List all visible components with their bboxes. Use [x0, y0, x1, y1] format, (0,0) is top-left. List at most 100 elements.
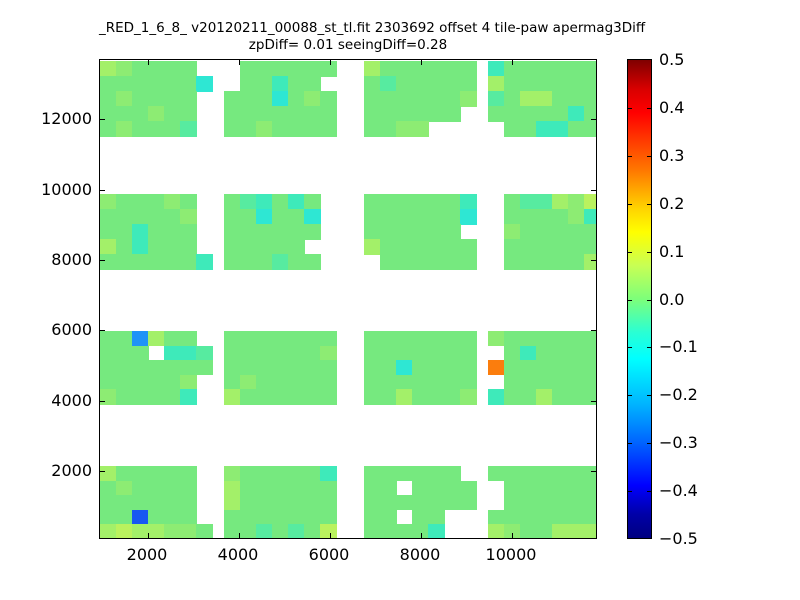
heatmap-cell — [396, 331, 413, 347]
heatmap-cell — [552, 495, 569, 511]
heatmap-cell — [272, 121, 289, 137]
heatmap-cell — [504, 509, 521, 525]
heatmap-cell — [272, 106, 289, 122]
heatmap-cell — [412, 76, 429, 92]
heatmap-cell — [320, 509, 337, 525]
heatmap-cell — [444, 224, 461, 240]
heatmap-cell — [224, 209, 241, 225]
heatmap-cell — [320, 360, 337, 376]
heatmap-cell — [224, 121, 241, 137]
heatmap-cell — [412, 254, 429, 270]
heatmap-cell — [180, 509, 197, 525]
heatmap-cell — [148, 91, 165, 107]
heatmap-cell — [116, 254, 133, 270]
heatmap-cell — [584, 106, 596, 122]
heatmap-cell — [536, 331, 553, 347]
heatmap-cell — [460, 194, 477, 210]
colorbar-tick — [628, 107, 632, 109]
heatmap-cell — [272, 194, 289, 210]
heatmap-cell — [180, 106, 197, 122]
heatmap-cell — [240, 345, 257, 361]
colorbar-tick — [628, 395, 632, 397]
heatmap-cell — [364, 495, 381, 511]
x-axis-tick — [512, 533, 513, 538]
heatmap-cell — [132, 254, 149, 270]
heatmap-cell — [100, 91, 117, 107]
heatmap-cell — [320, 495, 337, 511]
heatmap-cell — [488, 524, 505, 538]
heatmap-cell — [584, 121, 596, 137]
heatmap-cell — [116, 239, 133, 255]
colorbar-tick — [628, 203, 632, 205]
heatmap-cell — [164, 509, 181, 525]
heatmap-cell — [240, 121, 257, 137]
x-axis-tick — [239, 60, 240, 65]
y-axis-tick — [100, 401, 105, 402]
heatmap-cell — [240, 194, 257, 210]
heatmap-cell — [364, 61, 381, 77]
heatmap-cell — [460, 331, 477, 347]
chart-subtitle: zpDiff= 0.01 seeingDiff=0.28 — [248, 37, 448, 53]
heatmap-cell — [116, 76, 133, 92]
x-axis-tick-label: 8000 — [399, 545, 441, 564]
heatmap-cell — [320, 389, 337, 405]
heatmap-cell — [116, 466, 133, 482]
heatmap-cell — [224, 509, 241, 525]
heatmap-cell — [304, 121, 321, 137]
heatmap-cell — [132, 524, 149, 538]
heatmap-cell — [536, 374, 553, 390]
heatmap-cell — [224, 389, 241, 405]
heatmap-cell — [504, 254, 521, 270]
heatmap-cell — [132, 61, 149, 77]
heatmap-cell — [100, 389, 117, 405]
heatmap-cell — [256, 61, 273, 77]
heatmap-cell — [164, 61, 181, 77]
heatmap-cell — [320, 480, 337, 496]
heatmap-cell — [584, 524, 596, 538]
colorbar-tick-label: −0.1 — [659, 337, 698, 357]
heatmap-cell — [552, 194, 569, 210]
x-axis-tick-label: 2000 — [126, 545, 168, 564]
heatmap-cell — [504, 194, 521, 210]
heatmap-cell — [412, 374, 429, 390]
heatmap-cell — [412, 121, 429, 137]
y-axis-tick — [100, 260, 105, 261]
heatmap-cell — [536, 495, 553, 511]
heatmap-cell — [304, 194, 321, 210]
heatmap-cell — [116, 194, 133, 210]
heatmap-cell — [364, 374, 381, 390]
colorbar-tick — [647, 107, 651, 109]
colorbar-tick — [647, 347, 651, 349]
heatmap-cell — [256, 480, 273, 496]
heatmap-cell — [116, 389, 133, 405]
heatmap-cell — [240, 254, 257, 270]
heatmap-cell — [148, 389, 165, 405]
heatmap-cell — [240, 76, 257, 92]
heatmap-cell — [288, 509, 305, 525]
heatmap-cell — [132, 91, 149, 107]
heatmap-cell — [288, 76, 305, 92]
heatmap-cell — [100, 374, 117, 390]
heatmap-cell — [364, 239, 381, 255]
heatmap-cell — [180, 209, 197, 225]
colorbar-tick — [647, 443, 651, 445]
heatmap-cell — [100, 76, 117, 92]
y-axis-tick-label: 2000 — [51, 461, 92, 480]
heatmap-cell — [196, 76, 213, 92]
heatmap-cell — [520, 239, 537, 255]
heatmap-cell — [148, 480, 165, 496]
heatmap-cell — [520, 106, 537, 122]
heatmap-cell — [568, 91, 585, 107]
heatmap-cell — [444, 254, 461, 270]
heatmap-cell — [444, 194, 461, 210]
heatmap-cell — [584, 91, 596, 107]
colorbar-tick-label: −0.2 — [659, 385, 698, 405]
heatmap-cell — [460, 360, 477, 376]
heatmap-cell — [224, 374, 241, 390]
heatmap-cell — [148, 524, 165, 538]
chart-title-block: _RED_1_6_8_ v20120211_00088_st_tl.fit 23… — [99, 20, 645, 54]
heatmap-cell — [240, 209, 257, 225]
heatmap-cell — [444, 76, 461, 92]
heatmap-cell — [288, 389, 305, 405]
heatmap-cell — [428, 209, 445, 225]
